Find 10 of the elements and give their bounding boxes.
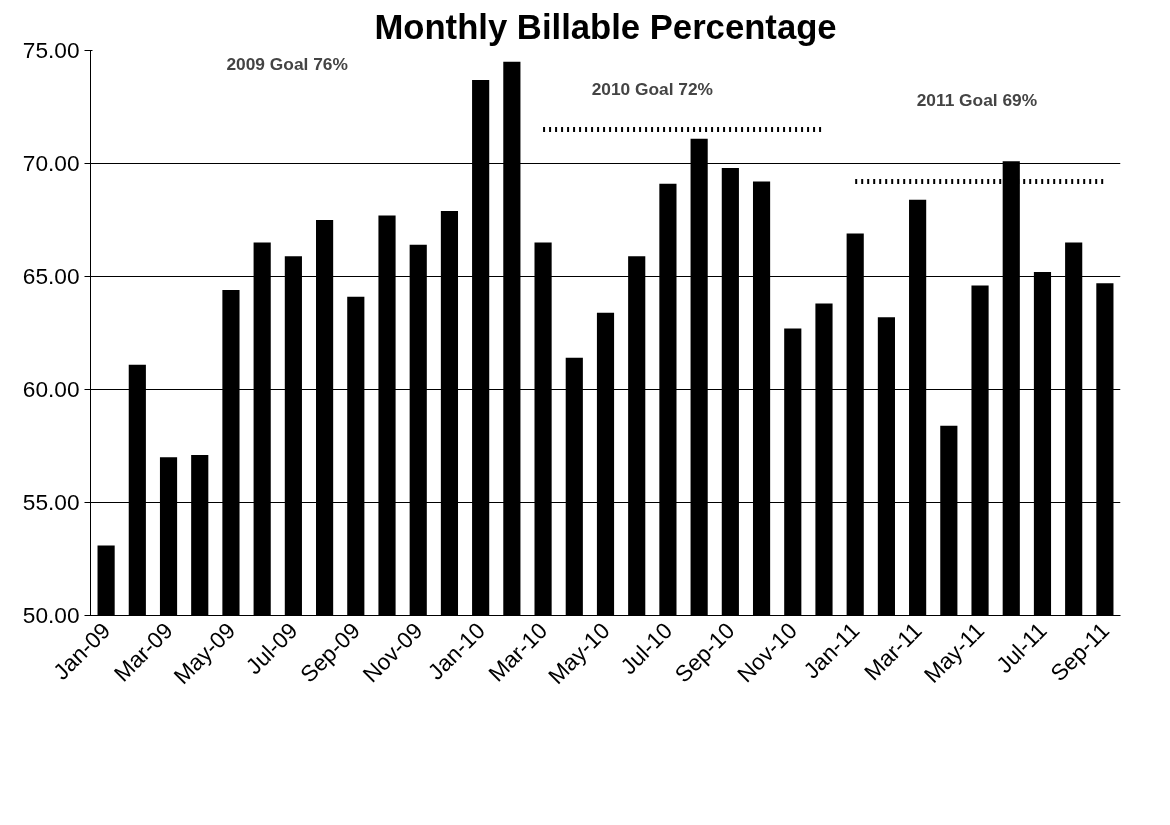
annotation: 2010 Goal 72% [591,78,714,99]
annotation: 2009 Goal 76% [226,54,348,75]
y-tick-label: 50.00 [22,602,80,628]
chart-title: Monthly Billable Percentage [374,7,837,46]
y-tick-label: 70.00 [22,150,80,176]
annotation: 2011 Goal 69% [916,90,1038,111]
y-tick-label: 60.00 [22,376,80,402]
y-tick-label: 75.00 [22,37,80,63]
y-tick-label: 55.00 [22,489,80,515]
y-tick-label: 65.00 [22,263,80,289]
